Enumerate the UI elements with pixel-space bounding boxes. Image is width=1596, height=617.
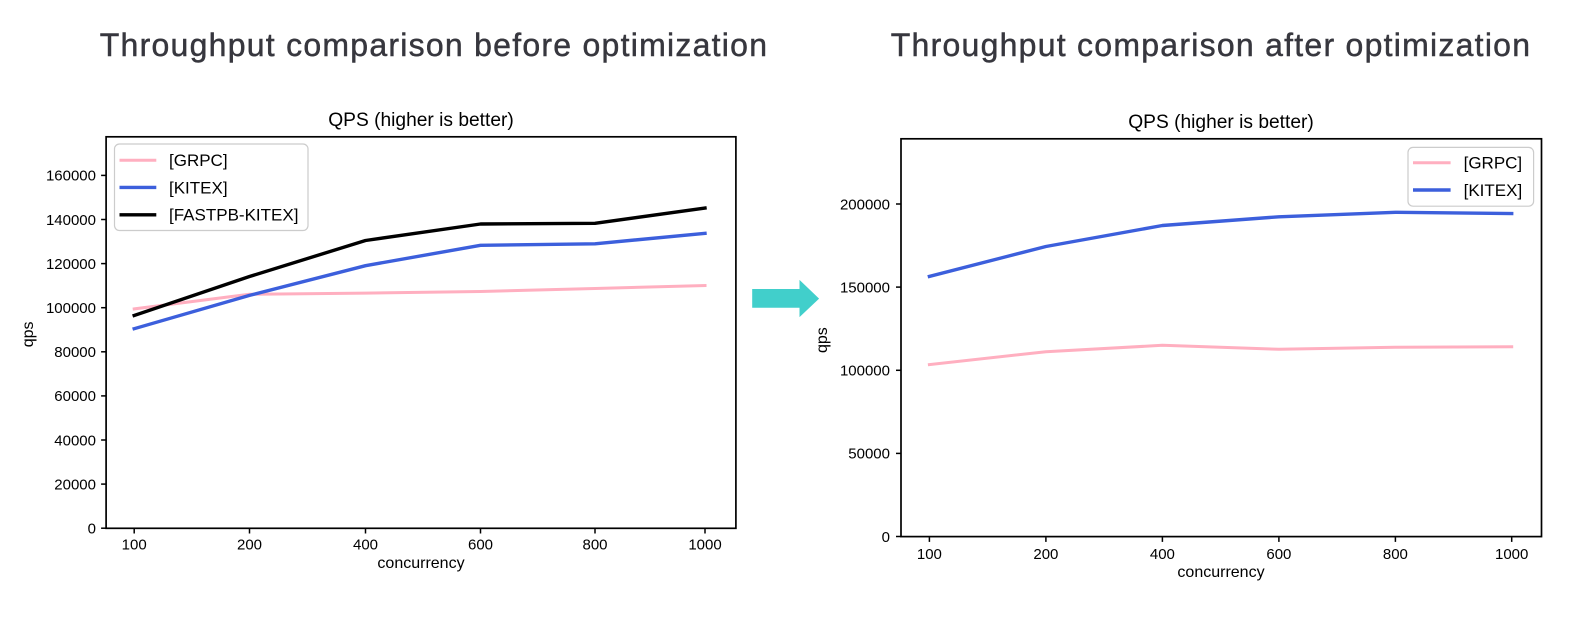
- svg-text:qps: qps: [814, 327, 831, 353]
- svg-text:100: 100: [917, 546, 942, 563]
- svg-text:400: 400: [1150, 546, 1175, 563]
- svg-text:200000: 200000: [840, 196, 890, 213]
- svg-text:80000: 80000: [54, 344, 96, 361]
- svg-text:1000: 1000: [1495, 546, 1528, 563]
- svg-text:60000: 60000: [54, 388, 96, 405]
- svg-text:400: 400: [353, 537, 378, 554]
- svg-text:[KITEX]: [KITEX]: [1464, 181, 1523, 200]
- svg-text:160000: 160000: [46, 168, 96, 185]
- svg-text:Throughput comparison after op: Throughput comparison after optimization: [891, 27, 1532, 63]
- svg-text:120000: 120000: [46, 256, 96, 273]
- svg-text:qps: qps: [20, 322, 37, 348]
- svg-text:100000: 100000: [840, 363, 890, 380]
- svg-text:600: 600: [468, 537, 493, 554]
- svg-text:[GRPC]: [GRPC]: [169, 151, 228, 170]
- svg-text:140000: 140000: [46, 212, 96, 229]
- svg-text:800: 800: [1383, 546, 1408, 563]
- svg-text:150000: 150000: [840, 279, 890, 296]
- svg-text:Throughput comparison before o: Throughput comparison before optimizatio…: [100, 27, 768, 63]
- svg-text:1000: 1000: [688, 537, 721, 554]
- svg-text:QPS (higher is better): QPS (higher is better): [1128, 112, 1314, 133]
- svg-text:20000: 20000: [54, 476, 96, 493]
- svg-text:100: 100: [122, 537, 147, 554]
- svg-text:[KITEX]: [KITEX]: [169, 178, 228, 197]
- svg-text:800: 800: [582, 537, 607, 554]
- svg-text:[GRPC]: [GRPC]: [1464, 154, 1523, 173]
- svg-text:100000: 100000: [46, 300, 96, 317]
- svg-text:600: 600: [1266, 546, 1291, 563]
- svg-text:[FASTPB-KITEX]: [FASTPB-KITEX]: [169, 206, 298, 225]
- svg-text:200: 200: [1033, 546, 1058, 563]
- svg-text:40000: 40000: [54, 432, 96, 449]
- svg-text:0: 0: [88, 521, 96, 538]
- svg-text:QPS (higher is better): QPS (higher is better): [328, 110, 514, 131]
- svg-text:50000: 50000: [848, 446, 890, 463]
- svg-text:concurrency: concurrency: [377, 555, 464, 572]
- svg-text:200: 200: [237, 537, 262, 554]
- svg-text:0: 0: [882, 529, 890, 546]
- svg-text:concurrency: concurrency: [1177, 564, 1264, 581]
